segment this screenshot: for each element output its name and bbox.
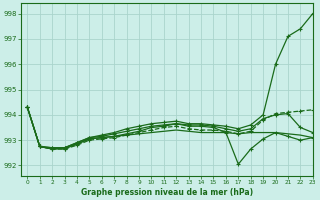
X-axis label: Graphe pression niveau de la mer (hPa): Graphe pression niveau de la mer (hPa): [81, 188, 253, 197]
